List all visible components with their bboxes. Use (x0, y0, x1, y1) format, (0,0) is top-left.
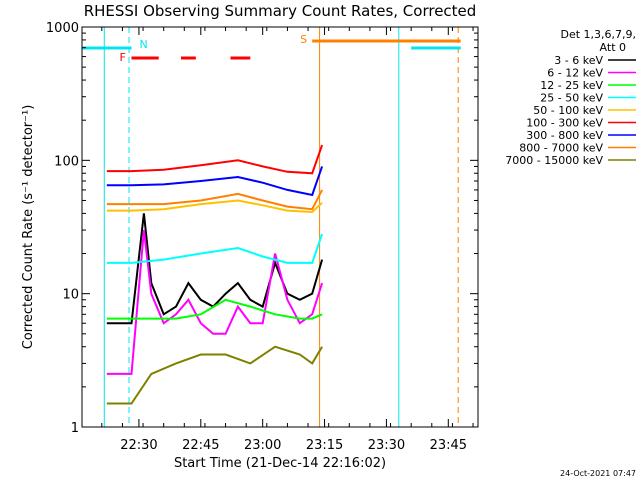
x-tick-label: 23:45 (430, 438, 467, 453)
series-line (106, 345, 323, 405)
plot-frame (81, 26, 479, 428)
marker-lines (103, 27, 459, 427)
chart-title: RHESSI Observing Summary Count Rates, Co… (84, 2, 477, 20)
series-line (106, 199, 323, 214)
x-tick-label: 22:30 (120, 438, 157, 453)
x-axis-label: Start Time (21-Dec-14 22:16:02) (174, 456, 386, 471)
y-tick-label: 100 (54, 154, 79, 169)
legend-label: 25 - 50 keV (540, 92, 603, 105)
plot-area: N F S (81, 26, 479, 428)
flag-bars: N F S (82, 33, 461, 64)
legend-label: 12 - 25 keV (540, 79, 603, 92)
y-axis: 1 10 100 1000 (46, 21, 478, 436)
legend-label: 100 - 300 keV (526, 117, 603, 130)
legend-label: 50 - 100 keV (533, 104, 603, 117)
legend-label: 800 - 7000 keV (519, 142, 603, 155)
series-line (106, 229, 324, 375)
series-lines (106, 144, 324, 405)
y-tick-label: 10 (62, 288, 79, 303)
legend-title: Det 1,3,6,7,9, (560, 28, 636, 41)
legend-label: 3 - 6 keV (554, 54, 603, 67)
y-tick-label: 1000 (46, 21, 79, 36)
x-tick-label: 23:30 (368, 438, 405, 453)
legend-subtitle: Att 0 (600, 41, 626, 54)
x-tick-label: 22:45 (182, 438, 219, 453)
series-line (106, 189, 323, 211)
y-tick-label: 1 (71, 421, 79, 436)
series-line (106, 166, 324, 197)
y-axis-label: Corrected Count Rate (s⁻¹ detector⁻¹) (21, 105, 36, 350)
flag-label: N (140, 38, 148, 51)
legend-label: 300 - 800 keV (526, 129, 603, 142)
x-tick-label: 23:00 (244, 438, 281, 453)
series-line (106, 213, 324, 325)
legend-label: 6 - 12 keV (547, 67, 603, 80)
series-line (106, 144, 324, 175)
series-line (106, 233, 324, 264)
series-line (106, 298, 323, 320)
flag-label: F (120, 51, 126, 64)
timestamp: 24-Oct-2021 07:47 (560, 469, 636, 478)
flag-label: S (300, 33, 307, 46)
legend-label: 7000 - 15000 keV (505, 154, 603, 167)
x-axis: 22:30 22:45 23:00 23:15 23:30 23:45 (101, 27, 474, 453)
x-tick-label: 23:15 (306, 438, 343, 453)
